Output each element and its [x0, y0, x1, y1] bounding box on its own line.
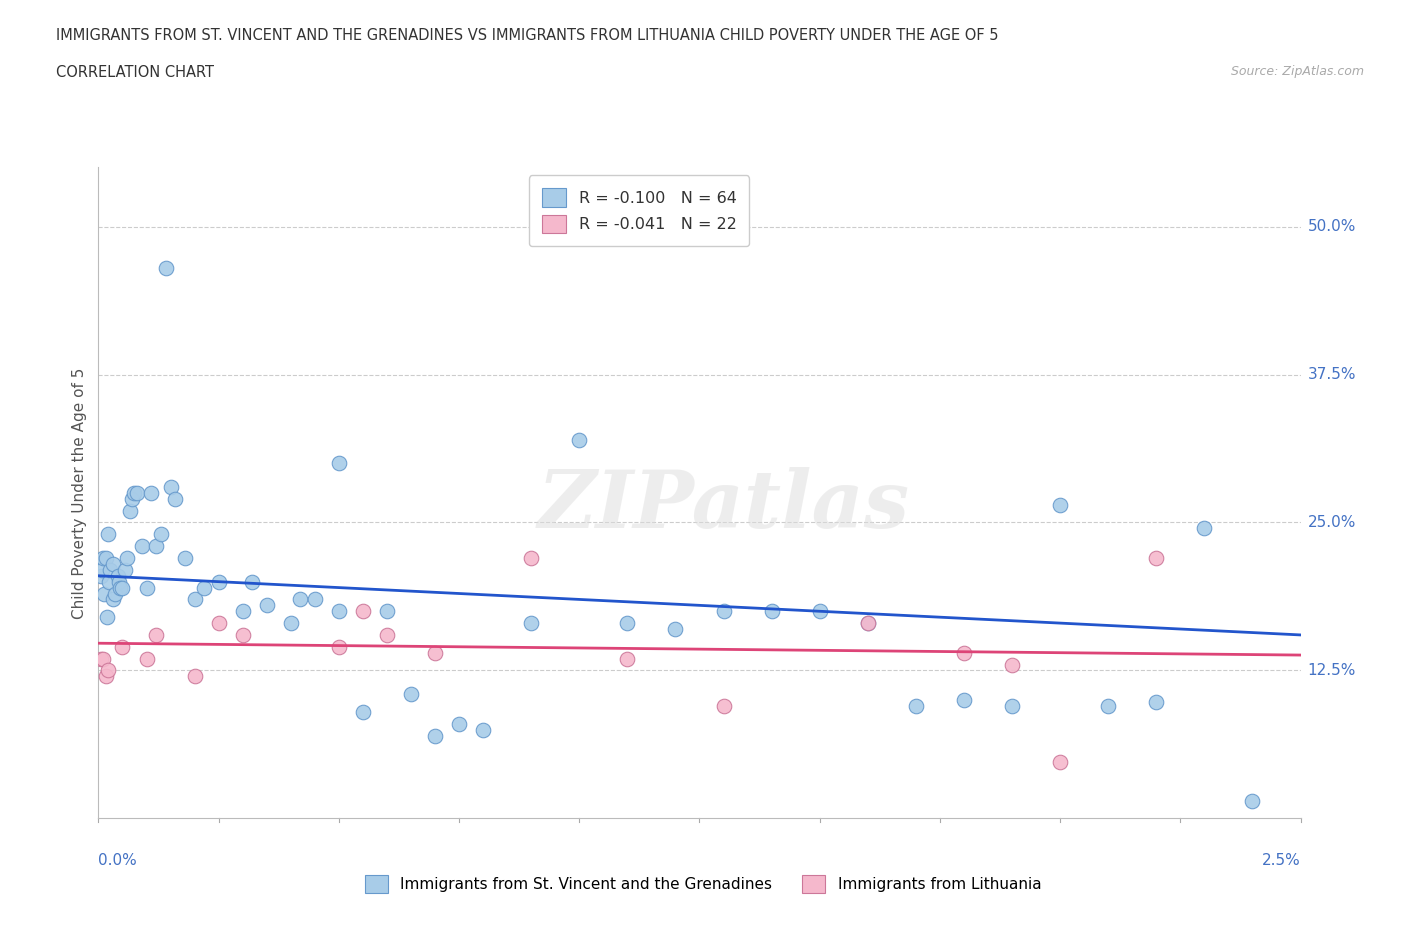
Point — [953, 645, 976, 660]
Point — [141, 485, 163, 500]
Point — [472, 723, 495, 737]
Point — [328, 604, 350, 618]
Point — [953, 693, 976, 708]
Point — [375, 604, 398, 618]
Point — [94, 551, 117, 565]
Point — [290, 592, 312, 607]
Point — [280, 616, 302, 631]
Point — [135, 580, 157, 595]
Text: IMMIGRANTS FROM ST. VINCENT AND THE GRENADINES VS IMMIGRANTS FROM LITHUANIA CHIL: IMMIGRANTS FROM ST. VINCENT AND THE GREN… — [56, 28, 998, 43]
Point — [131, 538, 153, 553]
Point — [91, 551, 114, 565]
Text: CORRELATION CHART: CORRELATION CHART — [56, 65, 214, 80]
Legend: Immigrants from St. Vincent and the Grenadines, Immigrants from Lithuania: Immigrants from St. Vincent and the Gren… — [359, 870, 1047, 899]
Point — [101, 592, 124, 607]
Point — [664, 621, 686, 636]
Legend: R = -0.100   N = 64, R = -0.041   N = 22: R = -0.100 N = 64, R = -0.041 N = 22 — [529, 176, 749, 246]
Point — [91, 651, 114, 666]
Point — [93, 586, 115, 601]
Point — [616, 651, 638, 666]
Point — [135, 651, 157, 666]
Point — [1049, 754, 1071, 769]
Point — [145, 538, 167, 553]
Point — [1001, 658, 1024, 672]
Point — [232, 604, 254, 618]
Point — [165, 491, 187, 506]
Point — [98, 574, 121, 589]
Point — [94, 669, 117, 684]
Point — [1049, 498, 1071, 512]
Point — [520, 616, 543, 631]
Point — [568, 432, 591, 447]
Point — [121, 491, 143, 506]
Text: 25.0%: 25.0% — [1308, 515, 1355, 530]
Point — [808, 604, 831, 618]
Point — [111, 639, 134, 654]
Point — [124, 485, 146, 500]
Point — [856, 616, 879, 631]
Point — [100, 563, 122, 578]
Point — [713, 698, 735, 713]
Point — [375, 628, 398, 643]
Point — [145, 628, 167, 643]
Point — [423, 645, 446, 660]
Point — [107, 568, 129, 583]
Point — [118, 503, 141, 518]
Point — [447, 716, 470, 731]
Point — [174, 551, 197, 565]
Point — [208, 616, 231, 631]
Point — [904, 698, 927, 713]
Point — [352, 604, 374, 618]
Point — [1001, 698, 1024, 713]
Point — [155, 260, 177, 275]
Point — [1241, 793, 1264, 808]
Text: 50.0%: 50.0% — [1308, 219, 1355, 234]
Point — [256, 598, 278, 613]
Point — [232, 628, 254, 643]
Point — [91, 563, 114, 578]
Point — [761, 604, 783, 618]
Point — [240, 574, 263, 589]
Text: ZIPatlas: ZIPatlas — [537, 467, 910, 545]
Point — [1144, 551, 1167, 565]
Point — [616, 616, 638, 631]
Point — [328, 639, 350, 654]
Point — [399, 686, 422, 701]
Point — [90, 651, 112, 666]
Point — [104, 586, 127, 601]
Point — [97, 527, 120, 542]
Text: 2.5%: 2.5% — [1261, 853, 1301, 868]
Point — [107, 574, 129, 589]
Point — [125, 485, 148, 500]
Point — [423, 728, 446, 743]
Point — [149, 527, 172, 542]
Text: 37.5%: 37.5% — [1308, 367, 1355, 382]
Point — [328, 456, 350, 471]
Text: 12.5%: 12.5% — [1308, 663, 1355, 678]
Point — [114, 563, 136, 578]
Text: Source: ZipAtlas.com: Source: ZipAtlas.com — [1230, 65, 1364, 78]
Point — [1194, 521, 1216, 536]
Point — [713, 604, 735, 618]
Point — [108, 580, 131, 595]
Text: 0.0%: 0.0% — [98, 853, 138, 868]
Point — [183, 592, 205, 607]
Point — [193, 580, 215, 595]
Point — [183, 669, 205, 684]
Point — [304, 592, 326, 607]
Point — [1144, 695, 1167, 710]
Point — [520, 551, 543, 565]
Point — [96, 610, 118, 625]
Point — [117, 551, 139, 565]
Point — [101, 556, 124, 571]
Point — [111, 580, 134, 595]
Point — [159, 480, 181, 495]
Point — [1097, 698, 1119, 713]
Point — [856, 616, 879, 631]
Y-axis label: Child Poverty Under the Age of 5: Child Poverty Under the Age of 5 — [72, 367, 87, 618]
Point — [97, 663, 120, 678]
Point — [90, 568, 112, 583]
Point — [208, 574, 231, 589]
Point — [352, 704, 374, 719]
